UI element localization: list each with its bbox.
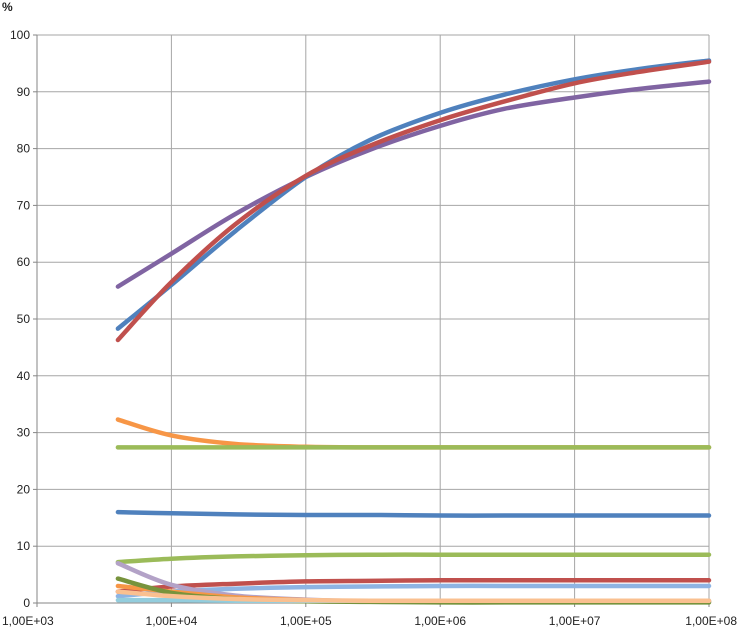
- x-tick-label: 1,00E+04: [146, 614, 198, 628]
- y-tick-label: 50: [17, 312, 31, 326]
- y-tick-label: 80: [17, 142, 31, 156]
- series-line-1: [115, 79, 712, 289]
- y-tick-label: 20: [17, 482, 31, 496]
- y-tick-label: 70: [17, 198, 31, 212]
- series-line-6: [115, 509, 712, 518]
- y-tick-label: 60: [17, 255, 31, 269]
- x-tick-label: 1,00E+03: [2, 614, 54, 628]
- gridlines: [37, 34, 710, 603]
- y-tick-labels: 0 10 20 30 40 50 60 70 80 90 100: [10, 28, 30, 610]
- y-tick-label: 100: [10, 28, 30, 42]
- series-line-7: [115, 552, 712, 565]
- x-tick-label: 1,00E+05: [280, 614, 332, 628]
- y-tick-label: 10: [17, 539, 31, 553]
- y-tick-label: 30: [17, 426, 31, 440]
- series-line-8: [115, 577, 712, 594]
- series-layer: [115, 58, 712, 605]
- y-tick-label: 0: [23, 596, 30, 610]
- x-tick-labels: 1,00E+03 1,00E+04 1,00E+05 1,00E+06 1,00E+07…: [2, 614, 737, 628]
- series-line-14: [115, 589, 712, 604]
- x-tick-label: 1,00E+06: [414, 614, 466, 628]
- y-tick-label: 40: [17, 369, 31, 383]
- series-line-9: [115, 583, 712, 599]
- series-line-2: [115, 58, 712, 331]
- series-line-3: [115, 59, 712, 343]
- x-tick-label: 1,00E+08: [685, 614, 737, 628]
- x-tick-label: 1,00E+07: [549, 614, 601, 628]
- y-tick-label: 90: [17, 85, 31, 99]
- y-axis-unit-label: %: [2, 0, 13, 14]
